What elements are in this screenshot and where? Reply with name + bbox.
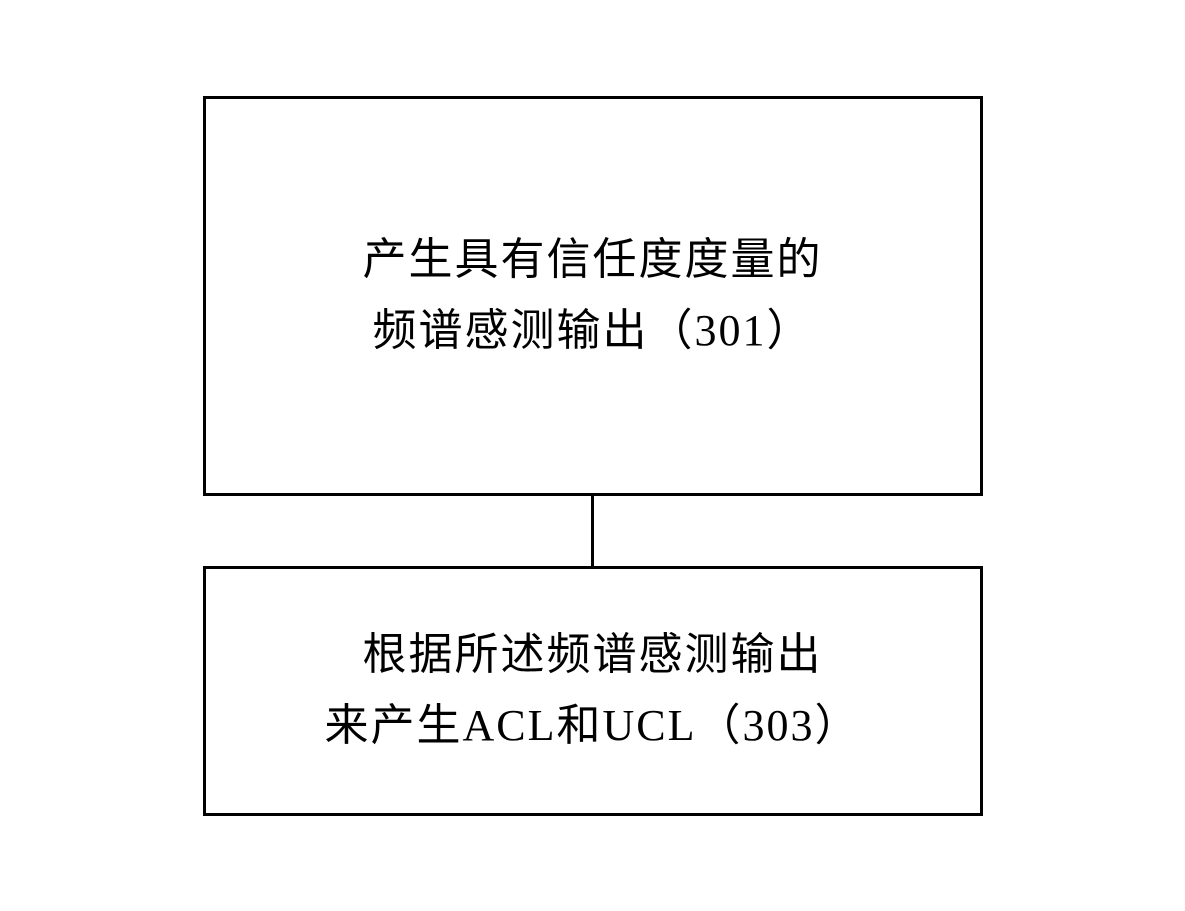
flowchart-container: 产生具有信任度度量的 频谱感测输出（301） 根据所述频谱感测输出 来产生ACL…: [203, 96, 983, 816]
node-1-line-2: 频谱感测输出（301）: [373, 296, 813, 366]
flowchart-node-2: 根据所述频谱感测输出 来产生ACL和UCL（303）: [203, 566, 983, 816]
flowchart-node-1: 产生具有信任度度量的 频谱感测输出（301）: [203, 96, 983, 496]
node-2-line-1: 根据所述频谱感测输出: [363, 620, 823, 690]
node-2-line-2: 来产生ACL和UCL（303）: [325, 691, 861, 761]
flowchart-connector: [591, 496, 594, 566]
node-1-line-1: 产生具有信任度度量的: [363, 225, 823, 295]
